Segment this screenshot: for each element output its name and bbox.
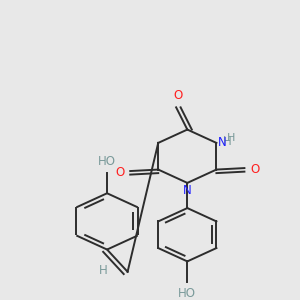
Text: H: H — [227, 133, 235, 142]
Text: O: O — [173, 89, 183, 102]
Text: O: O — [116, 166, 124, 179]
Text: N: N — [218, 136, 227, 149]
Text: H: H — [223, 135, 232, 148]
Text: HO: HO — [178, 286, 196, 300]
Text: N: N — [183, 184, 192, 197]
Text: HO: HO — [98, 155, 116, 168]
Text: H: H — [99, 264, 108, 277]
Text: O: O — [250, 164, 259, 176]
